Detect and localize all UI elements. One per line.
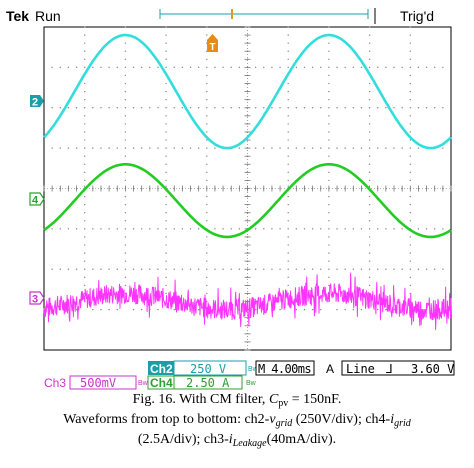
ch4-readout: Ch4 2.50 A Bw	[147, 375, 257, 390]
record-bracket	[159, 9, 369, 19]
waveform-ch2	[43, 33, 452, 150]
ch3-marker: 3	[29, 291, 45, 306]
trig-status: Trig'd	[400, 8, 434, 24]
svg-text:250 V: 250 V	[190, 362, 226, 376]
figure-caption-line3: (2.5A/div); ch3-iLeakage(40mA/div).	[137, 432, 337, 449]
svg-text:Bw: Bw	[138, 380, 149, 387]
trigger-level: 3.60 V	[411, 362, 454, 376]
timebase-readout: M 4.00ms	[258, 362, 311, 376]
svg-text:500mV: 500mV	[80, 376, 116, 390]
trigger-type: Line	[346, 362, 375, 376]
ch3-readout: Ch3 500mV Bw	[44, 375, 149, 390]
trigger-source: A	[326, 362, 334, 376]
svg-text:2: 2	[32, 97, 38, 109]
trigger-box	[341, 360, 455, 376]
ch2-marker: 2	[30, 95, 44, 109]
timebase-box	[255, 360, 315, 376]
svg-text:Ch3: Ch3	[44, 376, 66, 390]
trigger-slope: ⅃	[386, 362, 393, 376]
waveforms	[43, 33, 452, 330]
trigger-position-marker: T	[207, 34, 218, 53]
svg-text:2.50 A: 2.50 A	[186, 376, 230, 390]
waveform-ch4	[43, 163, 452, 239]
ch4-marker: 4	[29, 192, 45, 207]
svg-text:T: T	[209, 42, 215, 53]
svg-text:Bw: Bw	[246, 380, 257, 387]
graticule-grid	[43, 26, 452, 351]
svg-text:Ch2: Ch2	[150, 362, 173, 376]
svg-text:3: 3	[32, 294, 38, 306]
svg-text:4: 4	[32, 195, 39, 207]
oscilloscope-screen: Tek Run Trig'd T 2 4 3 Ch2 250 V Bw M 4.	[6, 8, 455, 390]
figure-caption-line1: Fig. 16. With CM filter, Cpv = 150nF.	[132, 392, 342, 409]
svg-text:Ch4: Ch4	[150, 376, 173, 390]
waveform-ch3	[43, 272, 452, 330]
svg-text:Bw: Bw	[248, 366, 259, 373]
brand-label: Tek	[6, 8, 29, 24]
run-status: Run	[35, 8, 61, 24]
figure-caption-line2: Waveforms from top to bottom: ch2-vgrid …	[63, 412, 411, 429]
ch2-readout: Ch2 250 V Bw	[148, 360, 259, 376]
